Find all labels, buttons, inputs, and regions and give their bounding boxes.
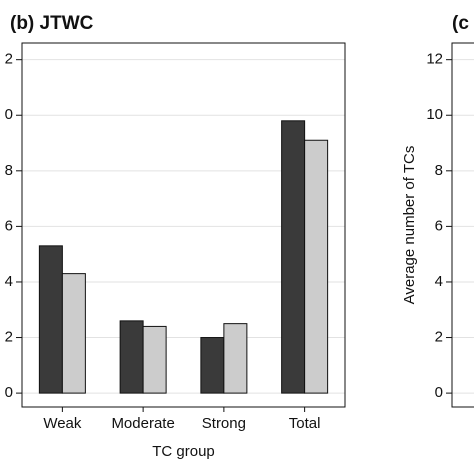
y-tick-label: 0	[5, 384, 13, 401]
y-tick-label: 6	[435, 217, 443, 234]
plot-frame	[21, 42, 346, 408]
bar	[38, 245, 63, 394]
y-tick-label: 10	[426, 106, 443, 123]
x-tick-label: Weak	[43, 415, 82, 432]
x-tick-label: Moderate	[111, 415, 174, 432]
y-tick-label: 4	[5, 273, 13, 290]
bar	[200, 337, 225, 394]
bar	[281, 120, 306, 394]
plot-frame	[451, 42, 474, 408]
y-tick-label: 8	[435, 162, 443, 179]
x-tick-label: Total	[289, 415, 321, 432]
y-tick-label: 8	[5, 162, 13, 179]
y-tick-label: 12	[426, 51, 443, 68]
y-tick-label: 2	[435, 329, 443, 346]
chart-title: (b) JTWC	[10, 13, 94, 34]
chart-title: (c	[452, 13, 469, 34]
bar	[304, 139, 329, 394]
y-tick-label: 4	[435, 273, 443, 290]
y-tick-label: 2	[5, 329, 13, 346]
y-tick-label: 0	[435, 384, 443, 401]
bar	[119, 320, 144, 394]
x-tick-label: Strong	[202, 415, 246, 432]
y-tick-label: 2	[5, 51, 13, 68]
bar	[223, 323, 248, 394]
bar	[142, 325, 167, 394]
y-axis-label: Average number of TCs	[401, 146, 418, 305]
bar	[61, 273, 86, 394]
y-tick-label: 0	[5, 106, 13, 123]
x-axis-label: TC group	[152, 443, 215, 460]
y-tick-label: 6	[5, 217, 13, 234]
